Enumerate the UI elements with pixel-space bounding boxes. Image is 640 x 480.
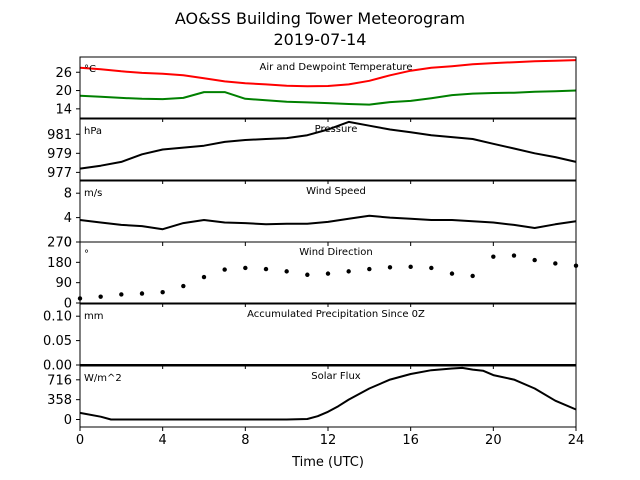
y-tick-label: 270 <box>47 236 72 251</box>
y-tick-label: 26 <box>55 66 72 81</box>
data-point <box>305 272 310 277</box>
y-tick-label: 0.05 <box>43 334 72 349</box>
x-tick-label: 24 <box>568 433 585 448</box>
x-tick-label: 20 <box>485 433 502 448</box>
unit-label: ° <box>84 249 89 260</box>
x-tick-label: 0 <box>76 433 84 448</box>
unit-label: mm <box>84 311 103 322</box>
data-point <box>325 271 331 276</box>
x-tick-label: 4 <box>159 433 167 448</box>
x-tick-label: 8 <box>241 433 249 448</box>
data-point <box>201 274 207 280</box>
data-point <box>491 254 496 259</box>
series-line <box>79 214 577 231</box>
x-tick-label: 16 <box>402 433 419 448</box>
data-point <box>160 289 165 295</box>
data-point <box>387 265 393 270</box>
y-tick-label: 14 <box>55 102 72 117</box>
y-tick-label: 90 <box>55 276 72 291</box>
unit-label: °C <box>84 64 96 75</box>
y-tick-label: 8 <box>64 187 72 202</box>
panel-title: Air and Dewpoint Temperature <box>260 62 413 73</box>
y-tick-label: 0.10 <box>43 310 72 325</box>
y-tick-label: 716 <box>47 373 72 388</box>
unit-label: W/m^2 <box>84 373 122 384</box>
y-tick-label: 979 <box>47 147 72 162</box>
data-point <box>429 265 434 271</box>
data-point <box>181 283 186 289</box>
panel-4: 0 90 180 270 Wind Direction ° <box>47 236 579 312</box>
panel-title: Accumulated Precipitation Since 0Z <box>247 309 425 320</box>
series-line <box>79 120 577 170</box>
y-tick-label: 0 <box>64 236 72 251</box>
panel-title: Solar Flux <box>311 371 361 382</box>
figure-subtitle: 2019-07-14 <box>274 30 367 49</box>
panel-5: 0.00 0.05 0.10 Accumulated Precipitation Si… <box>43 303 577 374</box>
data-point <box>284 269 289 274</box>
series-line <box>79 89 577 106</box>
unit-label: hPa <box>84 126 102 137</box>
figure-title: AO&SS Building Tower Meteorogram <box>175 9 465 28</box>
x-axis-label: Time (UTC) <box>291 455 364 470</box>
x-tick-label: 12 <box>320 433 337 448</box>
data-point <box>139 291 145 296</box>
data-point <box>553 261 558 266</box>
data-point <box>532 257 537 263</box>
data-point <box>511 253 517 258</box>
data-point <box>263 266 269 272</box>
y-tick-label: 0 <box>64 413 72 428</box>
y-tick-label: 4 <box>64 211 72 226</box>
panel-title: Wind Speed <box>306 186 366 197</box>
panel-3: 0 4 8 Wind Speed m/s <box>64 180 577 251</box>
y-tick-label: 0.00 <box>43 359 72 374</box>
data-point <box>408 264 413 270</box>
y-tick-label: 0 <box>64 297 72 312</box>
panel-6: 0 358 716 Solar Flux W/m^2 <box>47 365 577 431</box>
data-point <box>243 265 248 271</box>
data-point <box>470 273 475 279</box>
y-tick-label: 180 <box>47 256 72 271</box>
data-point <box>98 294 103 299</box>
y-tick-label: 20 <box>55 84 72 99</box>
series-line <box>79 366 577 421</box>
data-point <box>119 292 124 297</box>
data-point <box>222 267 227 272</box>
panel-1: 14 20 26 Air and Dewpoint Temperature °C <box>55 56 577 122</box>
data-point <box>346 269 351 274</box>
panel-title: Wind Direction <box>299 247 373 258</box>
unit-label: m/s <box>84 188 102 199</box>
panel-2: 977 979 981 Pressure hPa <box>47 118 577 184</box>
y-tick-label: 981 <box>47 128 72 143</box>
data-point <box>367 266 372 272</box>
y-tick-label: 358 <box>47 393 72 408</box>
data-point <box>449 271 455 276</box>
series-line <box>79 59 577 88</box>
y-tick-label: 977 <box>47 166 72 181</box>
panel-title: Pressure <box>315 124 358 135</box>
